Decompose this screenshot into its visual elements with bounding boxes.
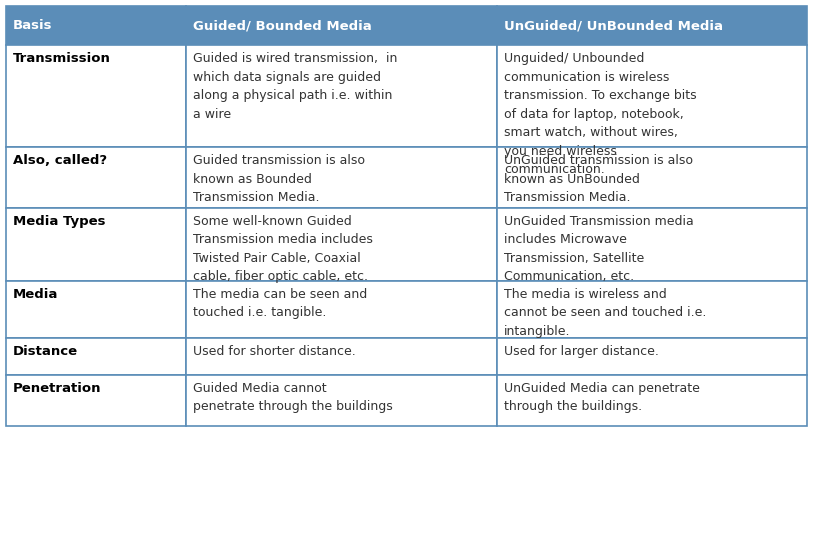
Bar [497,6,807,45]
Bar [186,281,497,338]
Bar [6,45,186,147]
Text: Basis: Basis [13,19,53,32]
Text: Also, called?: Also, called? [13,154,107,167]
Bar [6,147,186,208]
Text: Guided transmission is also
known as Bounded
Transmission Media.: Guided transmission is also known as Bou… [193,154,365,204]
Bar [186,338,497,375]
Bar [186,45,497,147]
Text: Guided Media cannot
penetrate through the buildings: Guided Media cannot penetrate through th… [193,382,393,413]
Text: Media Types: Media Types [13,215,106,228]
Bar [497,338,807,375]
Bar [6,6,186,45]
Bar [186,6,497,45]
Text: Media: Media [13,287,59,301]
Bar [6,281,186,338]
Bar [6,375,186,426]
Bar [497,45,807,147]
Text: Penetration: Penetration [13,382,102,395]
Bar [186,147,497,208]
Bar [497,208,807,281]
Text: Transmission: Transmission [13,52,111,65]
Text: UnGuided transmission is also
known as UnBounded
Transmission Media.: UnGuided transmission is also known as U… [504,154,693,204]
Bar [186,375,497,426]
Bar [6,208,186,281]
Bar [497,375,807,426]
Text: The media can be seen and
touched i.e. tangible.: The media can be seen and touched i.e. t… [193,287,367,319]
Text: Guided/ Bounded Media: Guided/ Bounded Media [193,19,372,32]
Text: UnGuided Media can penetrate
through the buildings.: UnGuided Media can penetrate through the… [504,382,700,413]
Text: Guided is wired transmission,  in
which data signals are guided
along a physical: Guided is wired transmission, in which d… [193,52,398,120]
Bar [497,281,807,338]
Text: The media is wireless and
cannot be seen and touched i.e.
intangible.: The media is wireless and cannot be seen… [504,287,706,338]
Bar [186,208,497,281]
Text: Distance: Distance [13,345,78,358]
Text: Used for shorter distance.: Used for shorter distance. [193,345,356,358]
Text: Some well-known Guided
Transmission media includes
Twisted Pair Cable, Coaxial
c: Some well-known Guided Transmission medi… [193,215,373,284]
Text: UnGuided Transmission media
includes Microwave
Transmission, Satellite
Communica: UnGuided Transmission media includes Mic… [504,215,693,284]
Text: Unguided/ Unbounded
communication is wireless
transmission. To exchange bits
of : Unguided/ Unbounded communication is wir… [504,52,697,176]
Text: Used for larger distance.: Used for larger distance. [504,345,659,358]
Bar [497,147,807,208]
Bar [6,338,186,375]
Text: UnGuided/ UnBounded Media: UnGuided/ UnBounded Media [504,19,723,32]
